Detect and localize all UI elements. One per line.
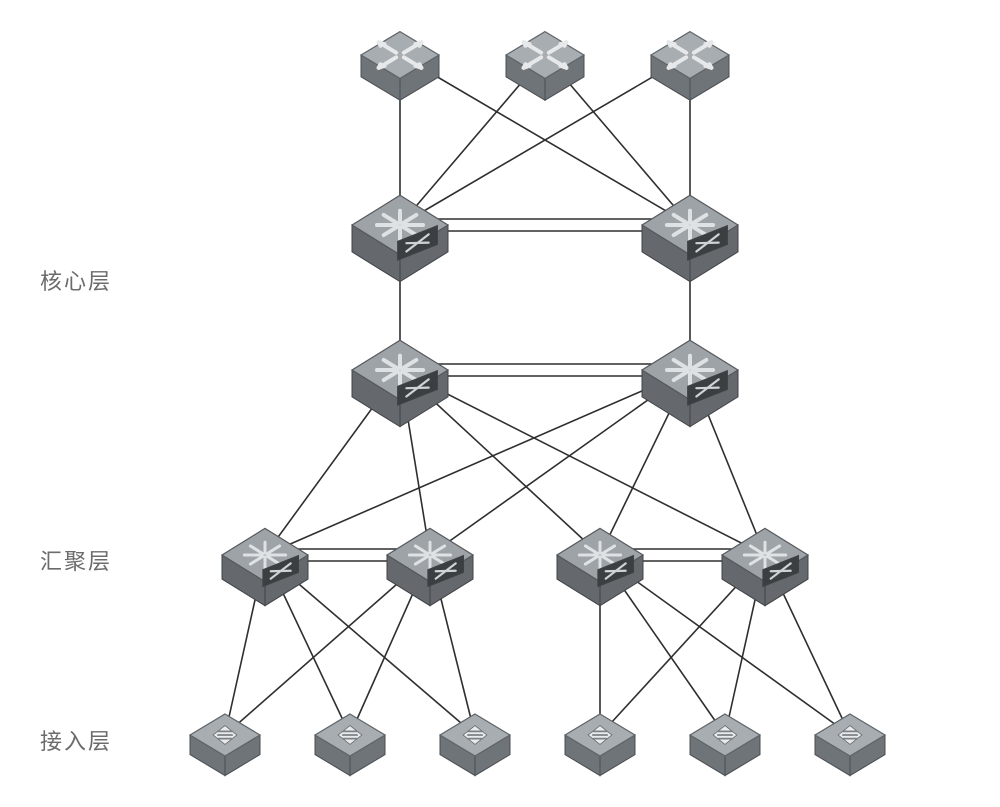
agg_switch-node [384,513,476,596]
core_switch-node [349,179,451,271]
label-access: 接入层 [40,724,112,756]
access_switch-node [812,701,888,769]
label-core: 核心层 [40,264,112,296]
label-aggregation: 汇聚层 [40,544,112,576]
access_switch-node [187,701,263,769]
network-topology-diagram: 核心层 汇聚层 接入层 [0,0,1000,807]
router-node [648,18,732,93]
router-node [503,18,587,93]
agg_switch-node [554,513,646,596]
access_switch-node [312,701,388,769]
access_switch-node [437,701,513,769]
access_switch-node [562,701,638,769]
agg_switch-node [719,513,811,596]
agg_switch-node [219,513,311,596]
core_switch-node [639,179,741,271]
core_switch-node [349,324,451,416]
access_switch-node [687,701,763,769]
core_switch-node [639,324,741,416]
router-node [358,18,442,93]
link-layer [0,0,1000,807]
